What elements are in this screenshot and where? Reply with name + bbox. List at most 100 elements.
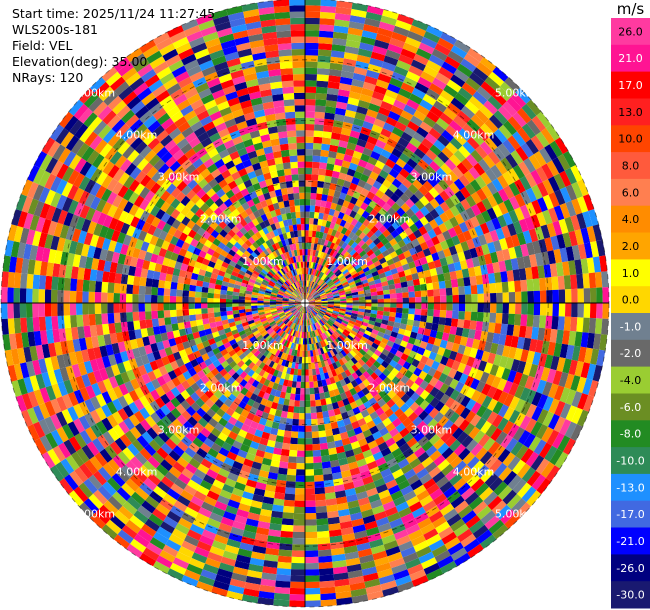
velocity-gate xyxy=(488,273,496,284)
velocity-gate xyxy=(586,225,597,243)
velocity-gate xyxy=(155,237,165,248)
velocity-gate xyxy=(475,447,488,461)
velocity-gate xyxy=(305,569,320,576)
velocity-gate xyxy=(409,457,422,469)
velocity-gate xyxy=(375,175,386,185)
velocity-gate xyxy=(263,425,272,434)
velocity-gate xyxy=(465,207,476,219)
velocity-gate xyxy=(232,332,241,339)
velocity-gate xyxy=(107,313,115,324)
velocity-gate xyxy=(432,122,446,135)
velocity-gate xyxy=(288,348,293,356)
velocity-gate xyxy=(281,442,291,450)
velocity-gate xyxy=(306,286,309,293)
velocity-gate xyxy=(133,510,149,524)
velocity-gate xyxy=(180,206,191,217)
velocity-gate xyxy=(393,277,401,284)
velocity-gate xyxy=(396,207,406,217)
velocity-gate xyxy=(113,534,130,549)
velocity-gate xyxy=(147,473,161,486)
velocity-gate xyxy=(408,291,416,298)
velocity-gate xyxy=(449,411,460,424)
velocity-gate xyxy=(266,373,273,381)
velocity-gate xyxy=(235,276,243,283)
velocity-gate xyxy=(514,385,525,399)
velocity-gate xyxy=(388,427,400,438)
velocity-gate xyxy=(285,347,291,355)
velocity-gate xyxy=(466,118,481,133)
velocity-gate xyxy=(340,127,352,137)
velocity-gate xyxy=(305,519,317,526)
velocity-gate xyxy=(150,411,161,424)
velocity-gate xyxy=(342,269,349,275)
velocity-gate xyxy=(153,485,167,499)
velocity-gate xyxy=(392,326,400,334)
velocity-gate xyxy=(442,365,452,376)
velocity-gate xyxy=(306,293,310,300)
velocity-gate xyxy=(234,263,242,270)
velocity-gate xyxy=(559,419,572,436)
velocity-gate xyxy=(405,198,415,209)
velocity-gate xyxy=(215,279,223,286)
velocity-gate xyxy=(146,352,156,363)
velocity-gate xyxy=(294,301,301,303)
velocity-gate xyxy=(270,459,280,468)
velocity-gate xyxy=(400,202,411,213)
velocity-gate xyxy=(385,437,396,448)
velocity-gate xyxy=(141,162,154,175)
velocity-gate xyxy=(298,425,305,432)
velocity-gate xyxy=(251,305,258,309)
velocity-gate xyxy=(332,292,339,296)
velocity-gate xyxy=(407,232,417,242)
velocity-gate xyxy=(465,154,479,167)
velocity-gate xyxy=(492,66,509,82)
velocity-gate xyxy=(170,344,179,354)
velocity-gate xyxy=(327,329,333,336)
velocity-gate xyxy=(177,222,187,233)
velocity-gate xyxy=(209,546,225,557)
velocity-gate xyxy=(214,534,229,545)
velocity-gate xyxy=(458,419,470,432)
velocity-gate xyxy=(433,438,445,450)
velocity-gate xyxy=(298,306,303,311)
velocity-gate xyxy=(180,451,193,463)
velocity-gate xyxy=(295,304,302,308)
velocity-gate xyxy=(368,200,378,209)
velocity-gate xyxy=(122,234,133,246)
velocity-gate xyxy=(322,325,328,332)
velocity-gate xyxy=(360,470,372,480)
velocity-gate xyxy=(305,575,320,582)
velocity-gate xyxy=(283,307,290,310)
velocity-gate xyxy=(307,255,310,262)
velocity-gate xyxy=(406,280,414,287)
velocity-gate xyxy=(344,423,354,432)
velocity-gate xyxy=(377,303,385,308)
velocity-gate xyxy=(495,227,505,240)
velocity-gate xyxy=(405,378,415,389)
velocity-gate xyxy=(372,180,383,190)
velocity-gate xyxy=(193,468,207,480)
velocity-gate xyxy=(82,303,89,315)
velocity-gate xyxy=(312,161,320,169)
velocity-gate xyxy=(210,326,218,334)
velocity-gate xyxy=(331,369,338,377)
velocity-gate xyxy=(65,455,80,471)
velocity-gate xyxy=(510,359,521,372)
velocity-gate xyxy=(127,321,135,331)
velocity-gate xyxy=(150,182,161,195)
velocity-gate xyxy=(425,276,433,284)
velocity-gate xyxy=(84,412,96,427)
velocity-gate xyxy=(356,342,364,349)
velocity-gate xyxy=(436,95,451,108)
velocity-gate xyxy=(346,188,355,197)
velocity-gate xyxy=(247,569,263,579)
velocity-gate xyxy=(186,333,195,341)
velocity-gate xyxy=(325,492,336,500)
velocity-gate xyxy=(89,269,98,281)
velocity-gate xyxy=(502,139,516,154)
velocity-gate xyxy=(546,160,560,177)
velocity-gate xyxy=(147,224,157,236)
velocity-gate xyxy=(263,333,270,340)
velocity-gate xyxy=(171,376,182,387)
velocity-gate xyxy=(391,563,408,575)
